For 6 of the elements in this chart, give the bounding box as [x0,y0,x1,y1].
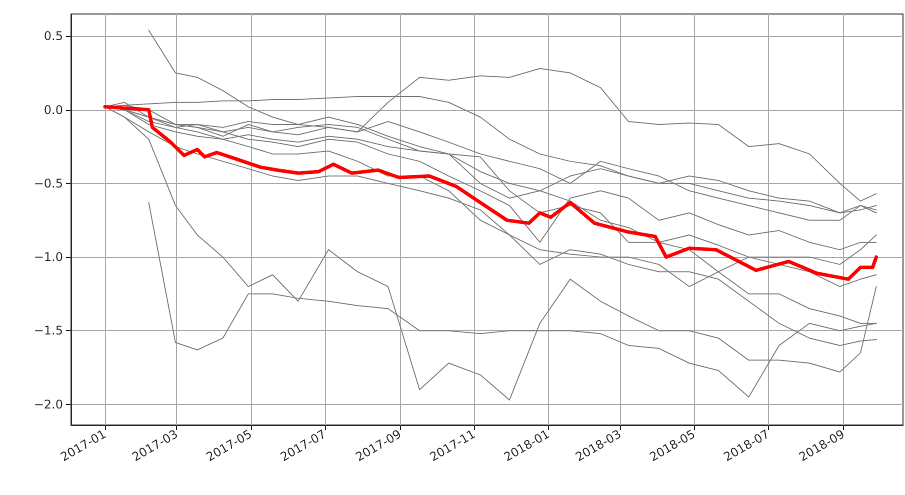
y-tick-label: −2.0 [34,397,63,412]
y-tick-label: −1.0 [34,250,63,264]
y-tick-label: 0.0 [44,102,63,117]
y-tick-label: 0.5 [44,29,63,44]
y-tick-label: −0.5 [34,176,63,190]
y-tick-label: −1.5 [34,324,63,338]
